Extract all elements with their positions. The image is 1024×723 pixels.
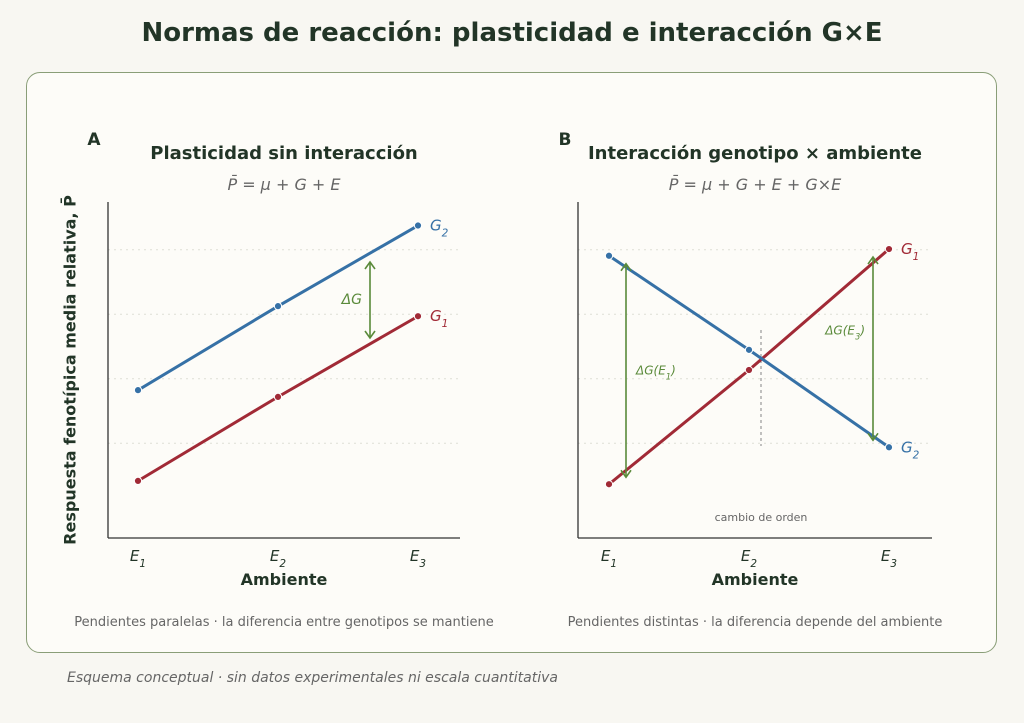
delta-label: ΔG(E1) — [635, 364, 676, 382]
panel-caption: Pendientes distintas · la diferencia dep… — [568, 615, 943, 630]
point-g1 — [133, 476, 143, 485]
delta-arrow-head — [620, 469, 632, 479]
series-label-g2: G2 — [430, 217, 449, 240]
point-g2 — [744, 345, 754, 354]
x-tick-label: E1 — [601, 547, 617, 570]
y-axis-label: Respuesta fenotípica media relativa, P̄ — [60, 195, 80, 545]
panel-formula: P̄ = μ + G + E + G×E — [669, 175, 842, 194]
point-g2 — [604, 251, 614, 260]
panel-letter: B — [559, 130, 572, 150]
panel-letter: A — [87, 130, 101, 150]
x-axis-label: Ambiente — [712, 570, 799, 589]
delta-label: ΔG — [341, 292, 363, 308]
delta-arrow-head — [364, 260, 376, 270]
series-label-g1: G1 — [901, 240, 919, 263]
point-g1 — [413, 312, 423, 321]
panel-caption: Pendientes paralelas · la diferencia ent… — [74, 615, 493, 630]
figure-frame — [26, 72, 997, 653]
x-tick-label: E3 — [410, 547, 426, 570]
point-g2 — [884, 443, 894, 452]
x-axis-label: Ambiente — [241, 570, 328, 589]
x-tick-label: E3 — [881, 547, 897, 570]
point-g2 — [133, 386, 143, 395]
series-label-g1: G1 — [430, 307, 448, 330]
x-tick-label: E1 — [130, 547, 146, 570]
panel-title: Interacción genotipo × ambiente — [588, 143, 922, 164]
delta-arrow-head — [620, 262, 632, 272]
delta-arrow-head — [867, 432, 879, 442]
footnote: Esquema conceptual · sin datos experimen… — [67, 670, 558, 686]
panel-formula: P̄ = μ + G + E — [227, 175, 341, 194]
crossover-label: cambio de orden — [715, 511, 808, 524]
point-g2 — [273, 302, 283, 311]
x-tick-label: E2 — [741, 547, 757, 570]
point-g1 — [884, 244, 894, 254]
delta-arrow-head — [867, 255, 879, 265]
delta-label: ΔG(E3) — [824, 324, 865, 342]
panel-title: Plasticidad sin interacción — [150, 143, 418, 164]
delta-arrow-head — [364, 330, 376, 340]
x-tick-label: E2 — [270, 547, 286, 570]
point-g1 — [604, 480, 614, 489]
page-title: Normas de reacción: plasticidad e intera… — [141, 18, 883, 48]
point-g1 — [273, 392, 283, 401]
series-label-g2: G2 — [901, 438, 920, 461]
point-g2 — [413, 221, 423, 230]
point-g1 — [744, 365, 754, 375]
